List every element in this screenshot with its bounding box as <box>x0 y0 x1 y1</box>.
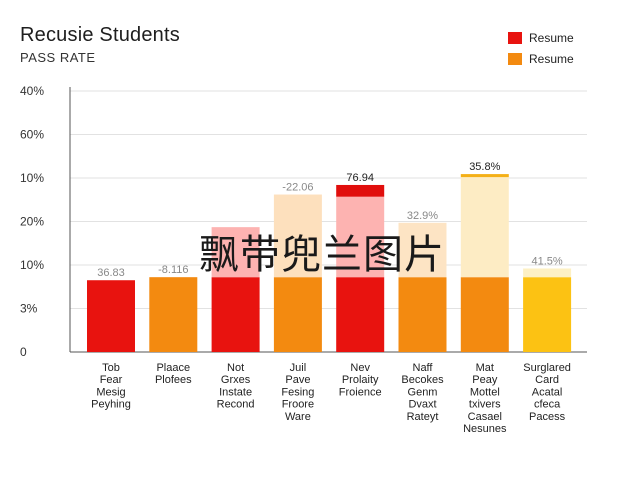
bar-segment-base <box>398 277 447 352</box>
chart-subtitle: PASS RATE <box>20 50 96 65</box>
x-tick-label: Instate <box>219 386 252 398</box>
x-tick-label: Pacess <box>529 411 566 423</box>
legend-label: Resume <box>529 31 574 45</box>
x-tick-label: Genm <box>408 386 438 398</box>
bar-segment-upper <box>273 194 322 278</box>
y-tick-label: 3% <box>20 302 38 316</box>
x-tick-label: cfeca <box>534 399 561 411</box>
y-tick-label: 10% <box>20 258 44 272</box>
x-tick-label: Mesig <box>96 386 125 398</box>
bar-data-label: 32.9% <box>407 210 438 222</box>
legend-swatch-orange <box>508 53 522 65</box>
bar-segment-base <box>211 277 260 352</box>
x-tick-label: Casael <box>468 411 502 423</box>
x-tick-label: Ware <box>285 411 311 423</box>
x-tick-label: Prolaity <box>342 374 379 386</box>
bar-data-label: -22.06 <box>282 182 313 194</box>
bar-segment-base <box>273 277 322 352</box>
bar-segment-base <box>87 280 135 352</box>
x-tick-label: Mottel <box>470 386 500 398</box>
x-tick-label: Fear <box>100 374 123 386</box>
x-tick-label: Becokes <box>401 374 444 386</box>
bar-segment-cap <box>336 184 385 197</box>
x-tick-label: Nesunes <box>463 423 507 435</box>
legend: Resume Resume <box>508 28 574 70</box>
y-tick-label: 0 <box>20 345 27 359</box>
legend-item: Resume <box>508 28 574 48</box>
bar-segment-upper <box>460 177 509 278</box>
x-tick-label: Froience <box>339 386 382 398</box>
y-tick-label: 20% <box>20 215 44 229</box>
x-tick-label: Fesing <box>281 386 314 398</box>
chart-title: Recusie Students <box>20 24 180 46</box>
bar-segment-base <box>523 277 572 352</box>
x-tick-label: Mat <box>476 362 494 374</box>
bar-segment-base <box>460 277 509 352</box>
x-tick-label: Pave <box>285 374 310 386</box>
x-tick-label: Acatal <box>532 386 563 398</box>
legend-label: Resume <box>529 52 574 66</box>
legend-swatch-red <box>508 32 522 44</box>
bar-data-label: 35.8% <box>469 161 500 173</box>
bar-segment-upper <box>523 268 572 278</box>
x-tick-label: Naff <box>413 362 434 374</box>
x-tick-label: Dvaxt <box>408 399 436 411</box>
y-tick-label: 40% <box>20 84 44 98</box>
x-tick-label: Juil <box>290 362 307 374</box>
bar-data-label: -8.116 <box>158 264 188 276</box>
bar-segment-upper <box>336 196 385 278</box>
x-tick-label: Grxes <box>221 374 251 386</box>
x-tick-label: Plofees <box>155 374 192 386</box>
bar-segment-base <box>336 277 385 352</box>
y-tick-label: 10% <box>20 171 44 185</box>
x-tick-label: Recond <box>217 399 255 411</box>
y-tick-label: 60% <box>20 128 44 142</box>
bar-segment-base <box>149 277 198 352</box>
bar-segment-upper <box>211 227 260 278</box>
x-tick-label: Plaace <box>156 362 190 374</box>
bar-data-label: 36.83 <box>97 267 125 279</box>
x-tick-label: Peyhing <box>91 399 131 411</box>
x-tick-label: Card <box>535 374 559 386</box>
x-tick-label: Surglared <box>523 362 571 374</box>
x-tick-label: Froore <box>282 399 314 411</box>
x-tick-label: txivers <box>469 399 501 411</box>
bar-segment-cap <box>460 174 509 178</box>
x-tick-label: Not <box>227 362 244 374</box>
x-tick-label: Nev <box>350 362 370 374</box>
watermark-text: 飘带兜兰图片 <box>199 232 445 278</box>
bar-segment-upper <box>398 222 447 278</box>
bar-data-label: 76.94 <box>346 172 374 184</box>
x-tick-label: Rateyt <box>407 411 439 423</box>
x-tick-label: Tob <box>102 362 120 374</box>
bar-data-label: 41.5% <box>531 255 562 267</box>
x-tick-label: Peay <box>472 374 498 386</box>
legend-item: Resume <box>508 49 574 69</box>
